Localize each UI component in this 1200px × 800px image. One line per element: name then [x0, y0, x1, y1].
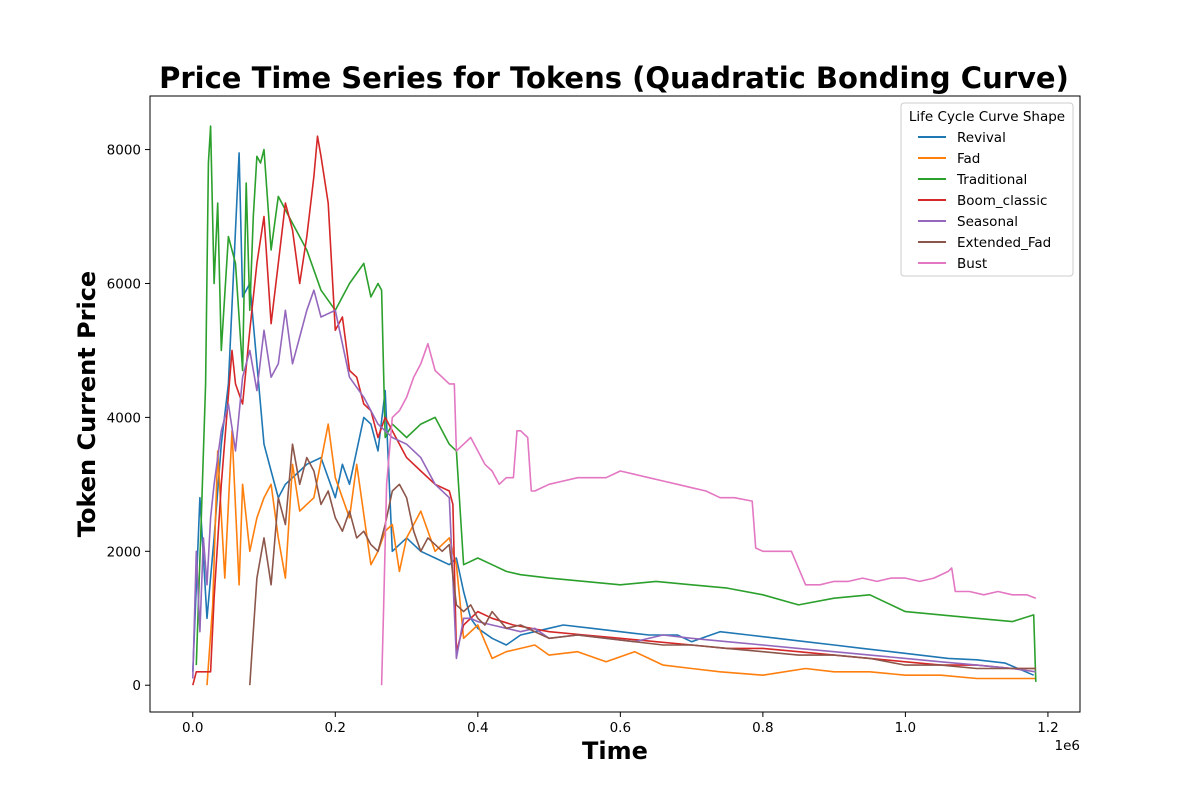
x-tick-label: 0.2: [325, 720, 346, 736]
y-tick-label: 2000: [107, 544, 141, 560]
x-tick-label: 0.4: [467, 720, 488, 736]
legend-entry: Revival: [957, 130, 1006, 146]
y-tick-label: 0: [132, 678, 141, 694]
legend-box: [900, 102, 1074, 277]
x-tick-label: 1.2: [1037, 720, 1058, 736]
legend-entry: Traditional: [956, 172, 1027, 188]
x-axis-label: Time: [582, 737, 648, 765]
legend-entry: Bust: [957, 256, 987, 272]
y-axis-label: Token Current Price: [73, 271, 101, 537]
plot-area: [149, 95, 1081, 713]
series-line-extended-fad: [249, 443, 1036, 686]
x-axis: 0.0 0.2 0.4 0.6 0.8 1.0 1.2: [182, 712, 1059, 736]
legend-title: Life Cycle Curve Shape: [909, 109, 1065, 125]
legend: Life Cycle Curve Shape Revival Fad Traditio…: [900, 102, 1074, 277]
x-tick-label: 0.6: [610, 720, 631, 736]
series-line-traditional: [195, 125, 1037, 682]
plot-frame: [149, 95, 1081, 713]
y-tick-label: 4000: [107, 410, 141, 426]
legend-entry: Fad: [957, 151, 980, 167]
x-axis-offset-text: 1e6: [1055, 738, 1080, 754]
legend-entry: Extended_Fad: [957, 235, 1051, 251]
series-line-fad: [206, 423, 1036, 686]
x-tick-label: 0.8: [752, 720, 773, 736]
series-line-seasonal: [192, 289, 1036, 679]
series-line-bust: [380, 342, 1037, 686]
legend-entry: Boom_classic: [957, 193, 1047, 209]
legend-entry: Seasonal: [957, 214, 1018, 230]
y-tick-label: 8000: [107, 143, 141, 159]
y-axis: 0 2000 4000 6000 8000: [107, 143, 150, 694]
x-tick-label: 0.0: [182, 720, 203, 736]
y-tick-label: 6000: [107, 276, 141, 292]
x-tick-label: 1.0: [895, 720, 916, 736]
chart-title: Price Time Series for Tokens (Quadratic …: [159, 61, 1069, 95]
